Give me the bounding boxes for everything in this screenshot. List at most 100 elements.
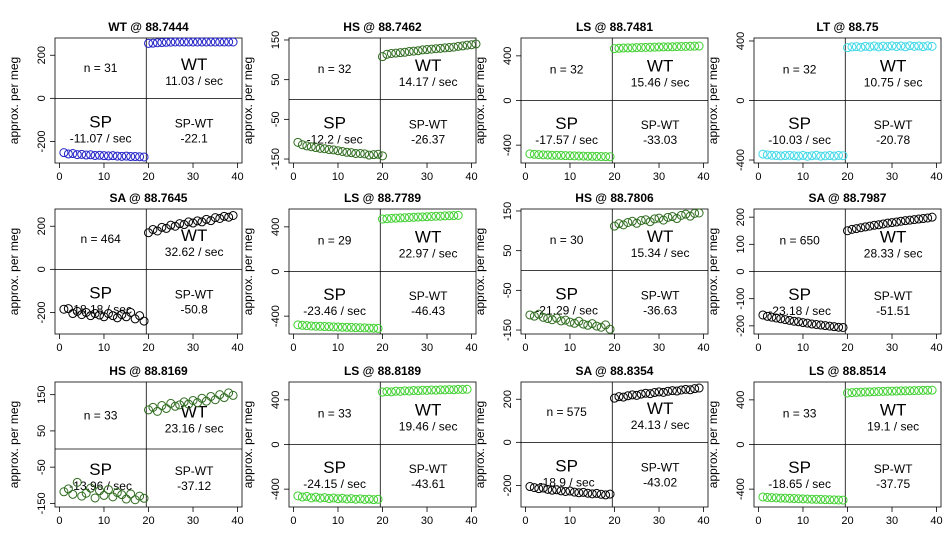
- wt-data-point: [148, 38, 158, 48]
- x-tick-label: 40: [697, 515, 709, 527]
- x-tick-label: 20: [608, 171, 620, 183]
- sp-data-point: [816, 494, 826, 504]
- wt-data-point: [851, 42, 861, 52]
- wt-data-point: [409, 385, 419, 395]
- wt-data-point: [395, 386, 405, 396]
- sp-data-point: [785, 150, 795, 160]
- sp-data-point: [369, 495, 379, 505]
- sp-data-point: [574, 316, 584, 326]
- sp-data-point: [825, 151, 835, 161]
- sp-data-point: [838, 495, 848, 505]
- x-tick-label: 40: [697, 171, 709, 183]
- sp-data-point: [820, 495, 830, 505]
- sp-data-point: [762, 492, 772, 502]
- x-tick-label: 0: [755, 342, 761, 354]
- y-axis-label: approx. per meg: [7, 401, 21, 488]
- wt-data-point: [228, 37, 238, 47]
- sp-data-point: [337, 493, 347, 503]
- panel: LS @ 88.7481 approx. per meg -400 0 400 0 10 20…: [473, 20, 710, 183]
- wt-data-point: [905, 386, 915, 396]
- sample-count-label: n = 32: [318, 62, 352, 76]
- sp-data-point: [311, 321, 321, 331]
- sp-data-point: [135, 491, 145, 501]
- y-tick-label: 0: [735, 268, 747, 274]
- wt-data-point: [623, 43, 633, 53]
- sp-data-point: [81, 150, 91, 160]
- wt-data-point: [878, 219, 888, 229]
- sp-data-point: [529, 311, 539, 321]
- panel: HS @ 88.7806 approx. per meg -150 -50 50 150 0…: [473, 191, 710, 354]
- wt-data-point: [188, 218, 198, 228]
- wt-data-point: [618, 392, 628, 402]
- wt-data-point: [157, 38, 167, 48]
- wt-data-point: [449, 211, 459, 221]
- sp-wt-label: SP-WT: [175, 288, 214, 302]
- sp-label: SP: [323, 285, 346, 304]
- sample-count-label: n = 30: [550, 233, 584, 247]
- wt-data-point: [843, 388, 852, 398]
- wt-data-point: [865, 387, 875, 397]
- sp-data-point: [807, 494, 817, 504]
- panel-title: HS @ 88.7806: [575, 191, 654, 205]
- wt-rate-label: 11.03 / sec: [165, 74, 223, 88]
- sp-data-point: [583, 320, 593, 330]
- sp-data-point: [529, 149, 539, 159]
- wt-data-point: [400, 213, 410, 223]
- sp-data-point: [86, 150, 96, 160]
- wt-data-point: [224, 37, 234, 47]
- wt-data-point: [645, 217, 655, 227]
- sample-count-label: n = 650: [779, 233, 820, 247]
- y-tick-label: -400: [735, 478, 747, 500]
- x-tick-label: 20: [841, 171, 853, 183]
- sp-data-point: [587, 319, 597, 329]
- sp-data-point: [794, 494, 804, 504]
- sp-data-point: [135, 152, 145, 162]
- wt-data-point: [467, 40, 477, 50]
- wt-data-point: [618, 220, 628, 230]
- wt-data-point: [471, 39, 481, 49]
- sp-data-point: [587, 489, 597, 499]
- y-tick-label: 400: [735, 391, 747, 409]
- sp-wt-value: -43.61: [411, 477, 445, 491]
- sp-data-point: [63, 304, 73, 314]
- x-tick-label: 40: [465, 342, 477, 354]
- wt-data-point: [905, 215, 915, 225]
- sp-data-point: [59, 148, 69, 158]
- sp-data-point: [324, 494, 334, 504]
- sp-data-point: [373, 323, 383, 333]
- sp-data-point: [360, 149, 370, 159]
- sp-data-point: [293, 137, 303, 147]
- sp-wt-label: SP-WT: [409, 289, 448, 303]
- sp-data-point: [574, 151, 584, 161]
- sp-data-point: [126, 307, 136, 317]
- y-axis-label: approx. per meg: [706, 228, 720, 315]
- sp-data-point: [780, 315, 790, 325]
- panel: HS @ 88.7462 approx. per meg -150 -50 50 150 0…: [241, 20, 481, 183]
- sp-rate-label: -23.18 / sec: [768, 304, 831, 318]
- wt-data-point: [170, 37, 180, 47]
- x-tick-label: 20: [142, 342, 154, 354]
- wt-data-point: [426, 44, 436, 54]
- sp-data-point: [346, 494, 356, 504]
- wt-data-point: [887, 386, 897, 396]
- x-tick-label: 10: [332, 171, 344, 183]
- wt-data-point: [453, 41, 463, 51]
- wt-data-point: [188, 37, 198, 47]
- sample-count-label: n = 575: [546, 405, 587, 419]
- sp-data-point: [77, 149, 87, 159]
- wt-data-point: [856, 42, 866, 52]
- sp-label: SP: [788, 285, 811, 304]
- wt-data-point: [900, 386, 910, 396]
- sp-wt-label: SP-WT: [641, 461, 680, 475]
- wt-rate-label: 10.75 / sec: [864, 75, 923, 89]
- y-axis-label: approx. per meg: [7, 57, 21, 144]
- panel: SA @ 88.8354 approx. per meg -200 0 200 0 10 20…: [473, 364, 710, 527]
- y-tick-label: -400: [735, 149, 747, 171]
- sp-data-point: [565, 317, 575, 327]
- sp-label: SP: [788, 114, 811, 133]
- y-tick-label: 200: [502, 390, 514, 408]
- sp-data-point: [81, 488, 91, 498]
- wt-data-point: [927, 41, 937, 51]
- wt-data-point: [645, 389, 655, 399]
- wt-data-point: [192, 216, 202, 226]
